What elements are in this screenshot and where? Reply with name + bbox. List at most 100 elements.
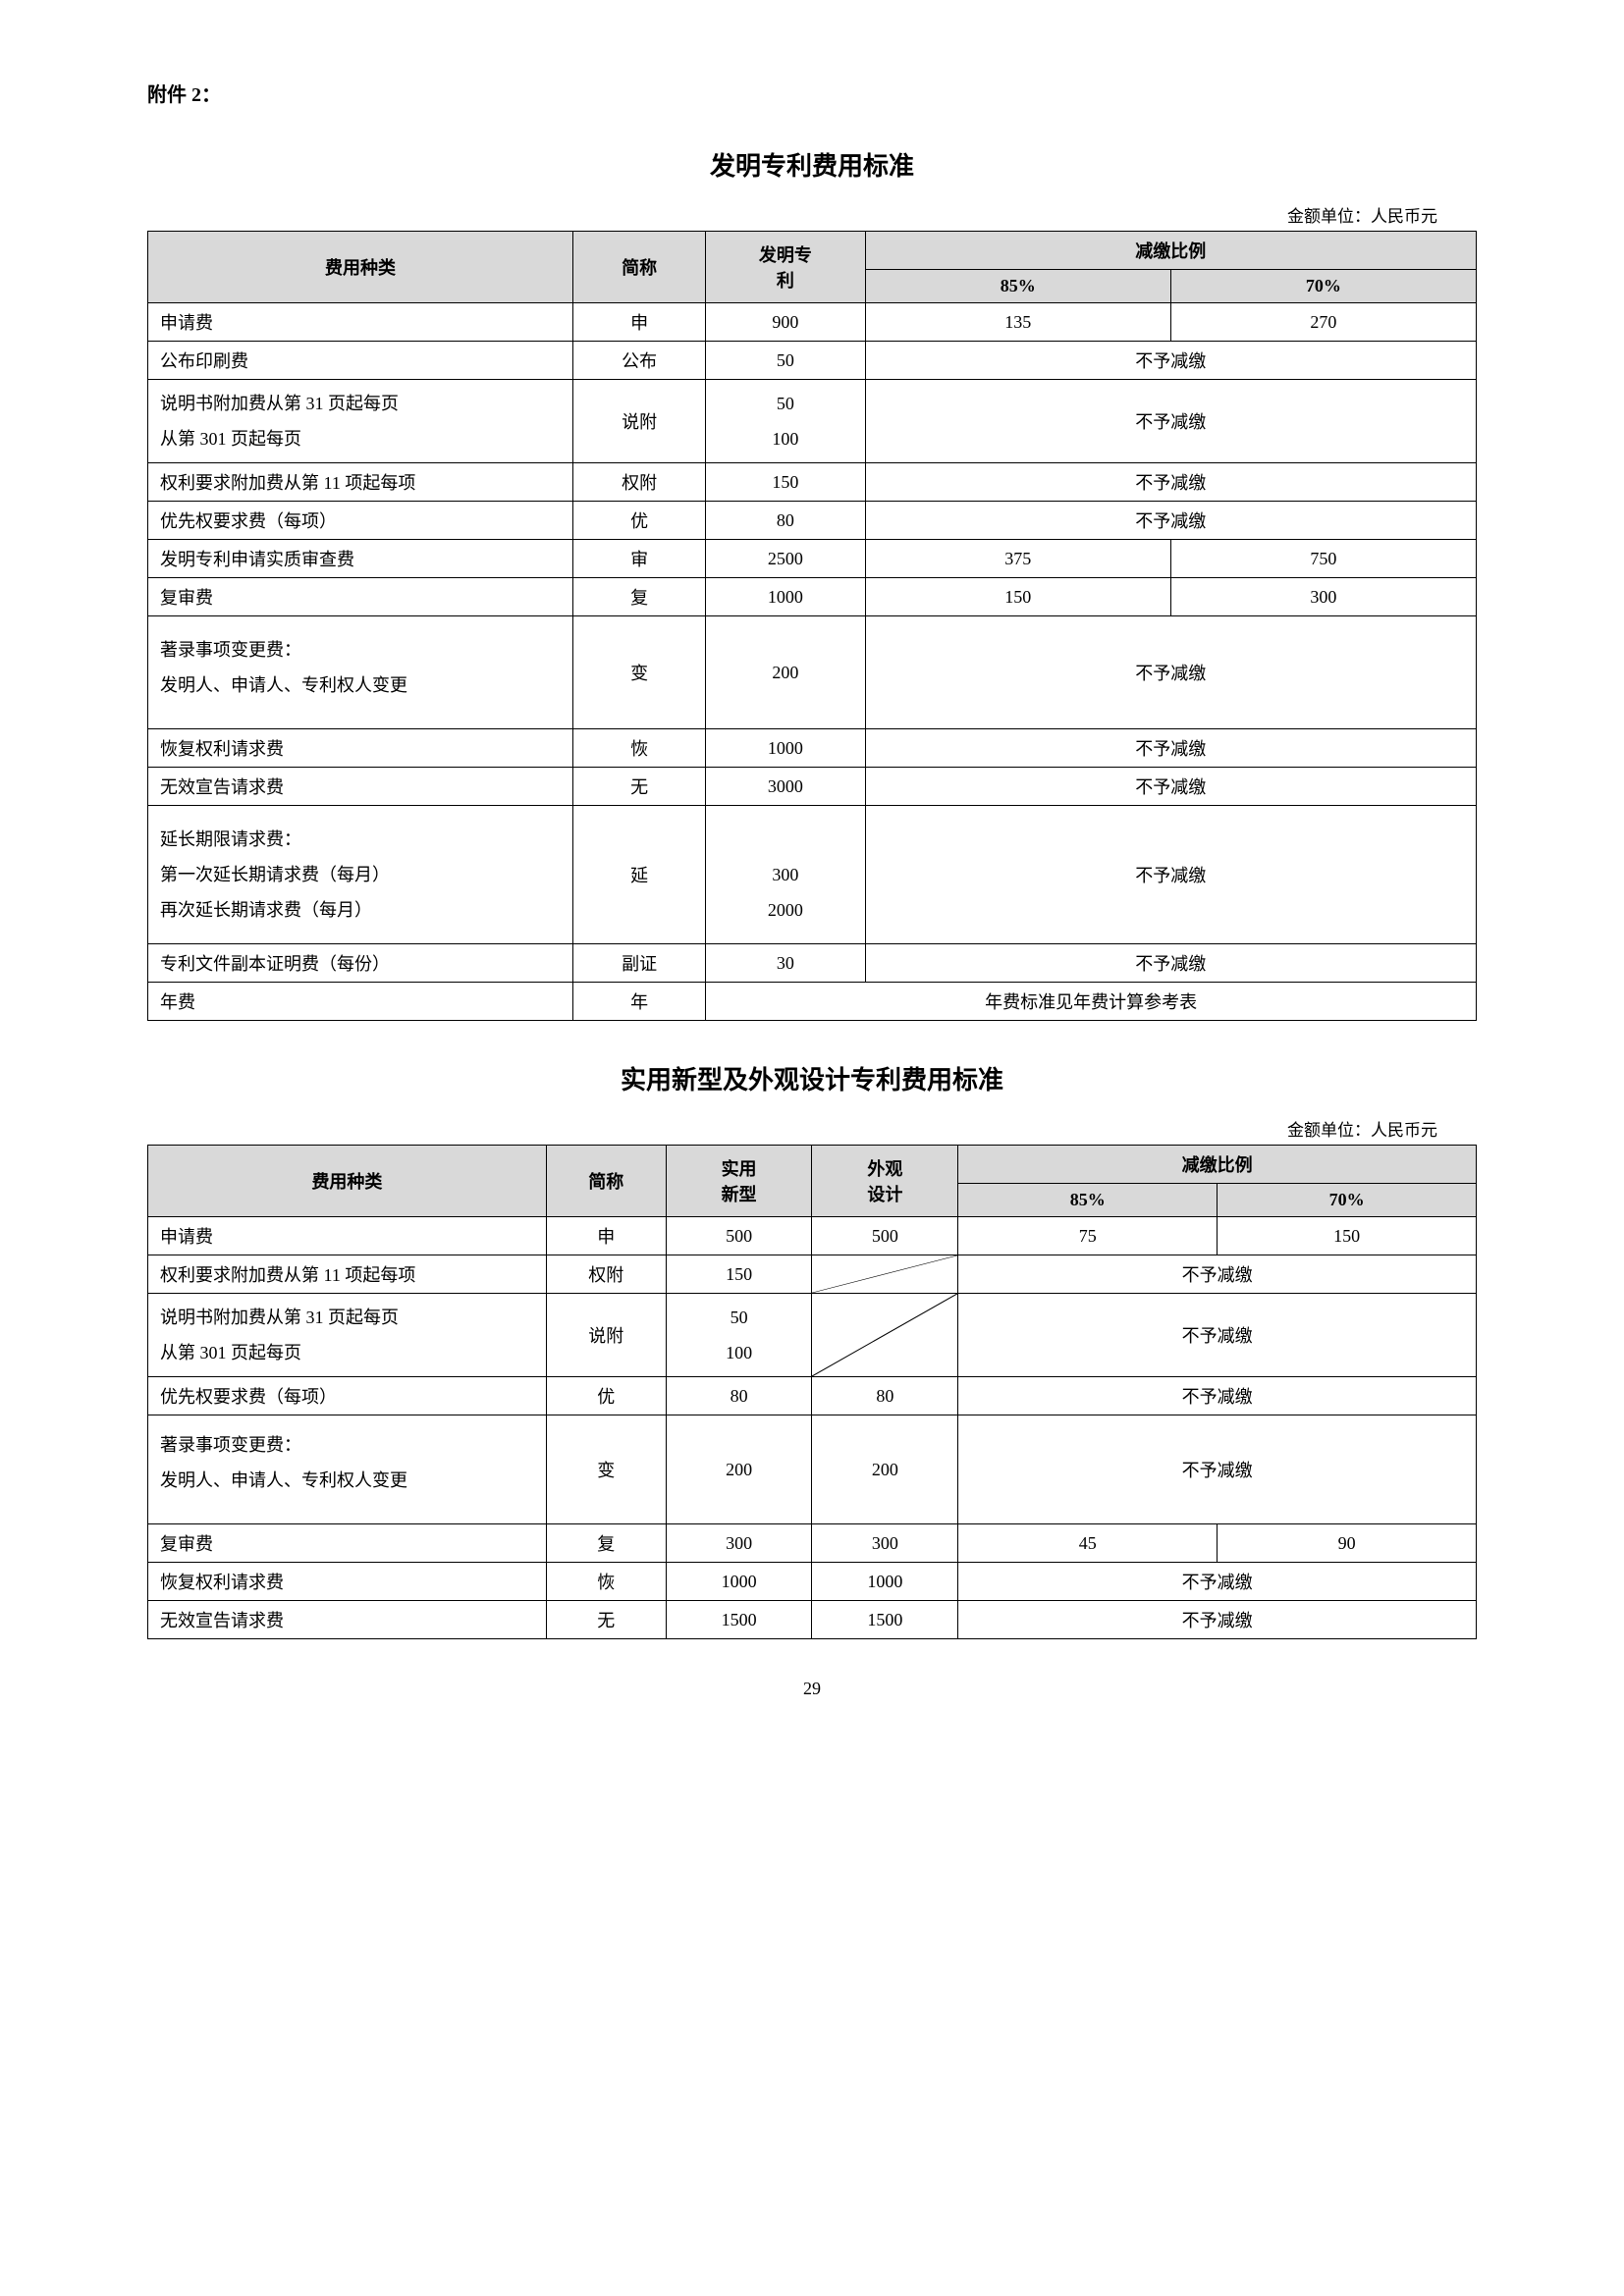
cell-syxx: 300: [666, 1524, 812, 1563]
th-text: 发明专: [759, 245, 812, 265]
table-row: 著录事项变更费： 发明人、申请人、专利权人变更 变 200 200 不予减缴: [148, 1415, 1477, 1524]
page-number: 29: [147, 1679, 1477, 1699]
th-feetype: 费用种类: [148, 232, 573, 303]
table-row: 专利文件副本证明费（每份） 副证 30 不予减缴: [148, 944, 1477, 983]
cell-abbr: 权附: [546, 1255, 666, 1294]
cell-merged: 不予减缴: [865, 463, 1476, 502]
cell-name: 著录事项变更费： 发明人、申请人、专利权人变更: [148, 1415, 547, 1524]
cell-wgsj: 500: [812, 1217, 958, 1255]
cell-text: 第一次延长期请求费（每月）: [160, 865, 390, 884]
table-header-row: 费用种类 简称 实用 新型 外观 设计 减缴比例: [148, 1146, 1477, 1184]
table-row: 权利要求附加费从第 11 项起每项 权附 150 不予减缴: [148, 463, 1477, 502]
cell-name: 申请费: [148, 303, 573, 342]
cell-text: 发明人、申请人、专利权人变更: [160, 675, 407, 695]
cell-name: 说明书附加费从第 31 页起每页 从第 301 页起每页: [148, 380, 573, 463]
cell-merged: 不予减缴: [958, 1255, 1477, 1294]
table-row: 说明书附加费从第 31 页起每页 从第 301 页起每页 说附 50 100 不…: [148, 380, 1477, 463]
th-abbr: 简称: [572, 232, 705, 303]
cell-name: 著录事项变更费： 发明人、申请人、专利权人变更: [148, 616, 573, 729]
table-row: 发明专利申请实质审查费 审 2500 375 750: [148, 540, 1477, 578]
table1-title: 发明专利费用标准: [147, 146, 1477, 183]
cell-abbr: 变: [546, 1415, 666, 1524]
cell-abbr: 年: [572, 983, 705, 1021]
cell-text: 100: [726, 1343, 752, 1362]
table-row: 公布印刷费 公布 50 不予减缴: [148, 342, 1477, 380]
cell-fee: 200: [706, 616, 865, 729]
th-abbr: 简称: [546, 1146, 666, 1217]
table-row: 恢复权利请求费 恢 1000 1000 不予减缴: [148, 1563, 1477, 1601]
cell-abbr: 变: [572, 616, 705, 729]
cell-abbr: 说附: [572, 380, 705, 463]
cell-text: 从第 301 页起每页: [160, 429, 301, 449]
cell-text: 100: [772, 429, 798, 449]
cell-fee: 80: [706, 502, 865, 540]
cell-fee: 30: [706, 944, 865, 983]
cell-text: 从第 301 页起每页: [160, 1343, 301, 1362]
table-row: 优先权要求费（每项） 优 80 不予减缴: [148, 502, 1477, 540]
cell-70: 300: [1170, 578, 1476, 616]
cell-fee: 300 2000: [706, 806, 865, 944]
th-85: 85%: [865, 270, 1170, 303]
cell-text: 300: [772, 865, 798, 884]
cell-name: 权利要求附加费从第 11 项起每项: [148, 1255, 547, 1294]
table-row: 复审费 复 1000 150 300: [148, 578, 1477, 616]
cell-fee: 2500: [706, 540, 865, 578]
table2-title: 实用新型及外观设计专利费用标准: [147, 1060, 1477, 1096]
attachment-label: 附件 2：: [147, 79, 1477, 107]
table-row: 延长期限请求费： 第一次延长期请求费（每月） 再次延长期请求费（每月） 延 30…: [148, 806, 1477, 944]
cell-syxx: 50 100: [666, 1294, 812, 1377]
cell-name: 无效宣告请求费: [148, 1601, 547, 1639]
cell-name: 专利文件副本证明费（每份）: [148, 944, 573, 983]
cell-wgsj: 1500: [812, 1601, 958, 1639]
th-text: 利: [777, 271, 794, 291]
cell-merged: 不予减缴: [865, 616, 1476, 729]
cell-abbr: 优: [546, 1377, 666, 1415]
cell-abbr: 复: [546, 1524, 666, 1563]
cell-text: 50: [777, 394, 794, 413]
cell-name: 权利要求附加费从第 11 项起每项: [148, 463, 573, 502]
cell-merged: 不予减缴: [958, 1601, 1477, 1639]
table-header-row: 费用种类 简称 发明专 利 减缴比例: [148, 232, 1477, 270]
cell-fee: 50: [706, 342, 865, 380]
cell-70: 750: [1170, 540, 1476, 578]
th-70: 70%: [1170, 270, 1476, 303]
cell-85: 135: [865, 303, 1170, 342]
cell-merged: 不予减缴: [958, 1415, 1477, 1524]
cell-name: 恢复权利请求费: [148, 729, 573, 768]
cell-full-merge: 年费标准见年费计算参考表: [706, 983, 1477, 1021]
cell-text: 说明书附加费从第 31 页起每页: [160, 1308, 399, 1327]
table-row: 无效宣告请求费 无 3000 不予减缴: [148, 768, 1477, 806]
cell-abbr: 公布: [572, 342, 705, 380]
cell-70: 150: [1218, 1217, 1477, 1255]
cell-name: 复审费: [148, 1524, 547, 1563]
cell-diagonal: [812, 1294, 958, 1377]
cell-abbr: 说附: [546, 1294, 666, 1377]
cell-name: 申请费: [148, 1217, 547, 1255]
cell-wgsj: 300: [812, 1524, 958, 1563]
cell-merged: 不予减缴: [865, 768, 1476, 806]
cell-diagonal: [812, 1255, 958, 1294]
cell-syxx: 1000: [666, 1563, 812, 1601]
cell-abbr: 申: [546, 1217, 666, 1255]
cell-abbr: 权附: [572, 463, 705, 502]
cell-name: 无效宣告请求费: [148, 768, 573, 806]
cell-abbr: 复: [572, 578, 705, 616]
cell-abbr: 优: [572, 502, 705, 540]
cell-text: 50: [731, 1308, 748, 1327]
diagonal-line-icon: [812, 1255, 957, 1293]
cell-merged: 不予减缴: [865, 944, 1476, 983]
table-row: 说明书附加费从第 31 页起每页 从第 301 页起每页 说附 50 100 不…: [148, 1294, 1477, 1377]
utility-design-fee-table: 费用种类 简称 实用 新型 外观 设计 减缴比例 85% 70% 申请费 申 5…: [147, 1145, 1477, 1639]
th-reduce: 减缴比例: [865, 232, 1476, 270]
cell-text: 再次延长期请求费（每月）: [160, 900, 372, 920]
cell-text: 著录事项变更费：: [160, 1435, 301, 1455]
cell-abbr: 审: [572, 540, 705, 578]
unit-note-2: 金额单位：人民币元: [147, 1116, 1477, 1141]
cell-syxx: 500: [666, 1217, 812, 1255]
unit-note-1: 金额单位：人民币元: [147, 202, 1477, 227]
cell-fee: 50 100: [706, 380, 865, 463]
cell-fee: 3000: [706, 768, 865, 806]
cell-name: 恢复权利请求费: [148, 1563, 547, 1601]
cell-merged: 不予减缴: [958, 1377, 1477, 1415]
th-invention: 发明专 利: [706, 232, 865, 303]
